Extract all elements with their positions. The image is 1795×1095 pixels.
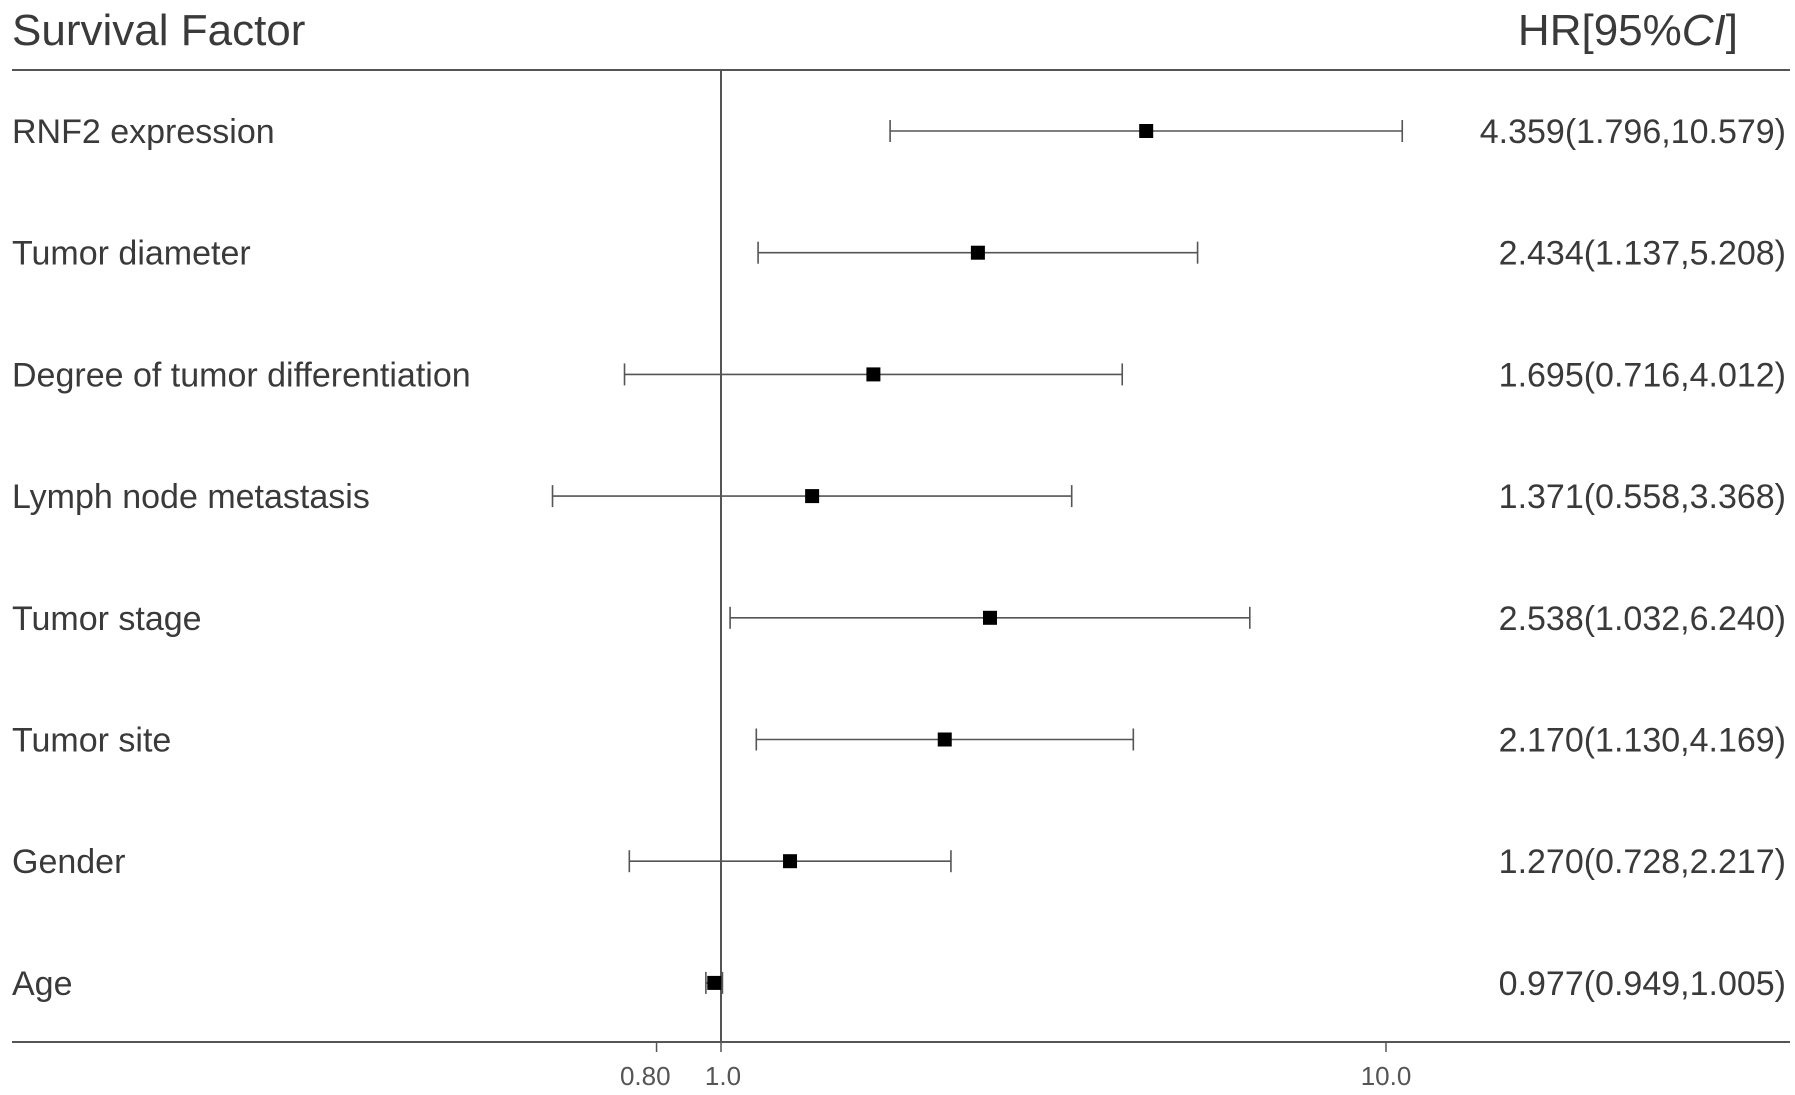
x-tick-label: 1.0: [705, 1061, 741, 1091]
row-factor-label: Degree of tumor differentiation: [12, 356, 471, 394]
row-hr-value: 2.434(1.137,5.208): [1499, 235, 1786, 273]
row-hr-value: 2.538(1.032,6.240): [1499, 600, 1786, 638]
row-hr-value: 1.695(0.716,4.012): [1499, 356, 1786, 394]
hr-point-marker: [970, 245, 985, 260]
factor-column-header: Survival Factor: [12, 6, 305, 55]
row-hr-value: 4.359(1.796,10.579): [1480, 113, 1786, 151]
hr-column-header: HR[95%CI]: [1518, 6, 1738, 55]
hr-point-marker: [805, 489, 820, 504]
x-tick-label: 10.0: [1361, 1061, 1412, 1091]
row-factor-label: Tumor diameter: [12, 235, 251, 273]
x-tick-label: 0.80: [620, 1061, 671, 1091]
row-factor-label: Gender: [12, 843, 125, 881]
row-hr-value: 1.270(0.728,2.217): [1499, 843, 1786, 881]
hr-header-prefix: HR[95%: [1518, 6, 1682, 55]
row-factor-label: Tumor stage: [12, 600, 202, 638]
row-factor-label: RNF2 expression: [12, 113, 275, 151]
hr-point-marker: [707, 975, 722, 990]
row-hr-value: 1.371(0.558,3.368): [1499, 478, 1786, 516]
row-factor-label: Tumor site: [12, 722, 171, 760]
hr-point-marker: [1139, 124, 1154, 138]
hr-header-ci: CI: [1682, 6, 1726, 55]
hr-header-suffix: ]: [1726, 6, 1738, 55]
hr-point-marker: [937, 732, 952, 747]
row-hr-value: 2.170(1.130,4.169): [1499, 722, 1786, 760]
row-hr-value: 0.977(0.949,1.005): [1499, 965, 1786, 1003]
hr-point-marker: [982, 610, 997, 625]
hr-point-marker: [866, 367, 881, 382]
hr-point-marker: [783, 854, 798, 869]
row-factor-label: Lymph node metastasis: [12, 478, 370, 516]
row-factor-label: Age: [12, 965, 73, 1003]
